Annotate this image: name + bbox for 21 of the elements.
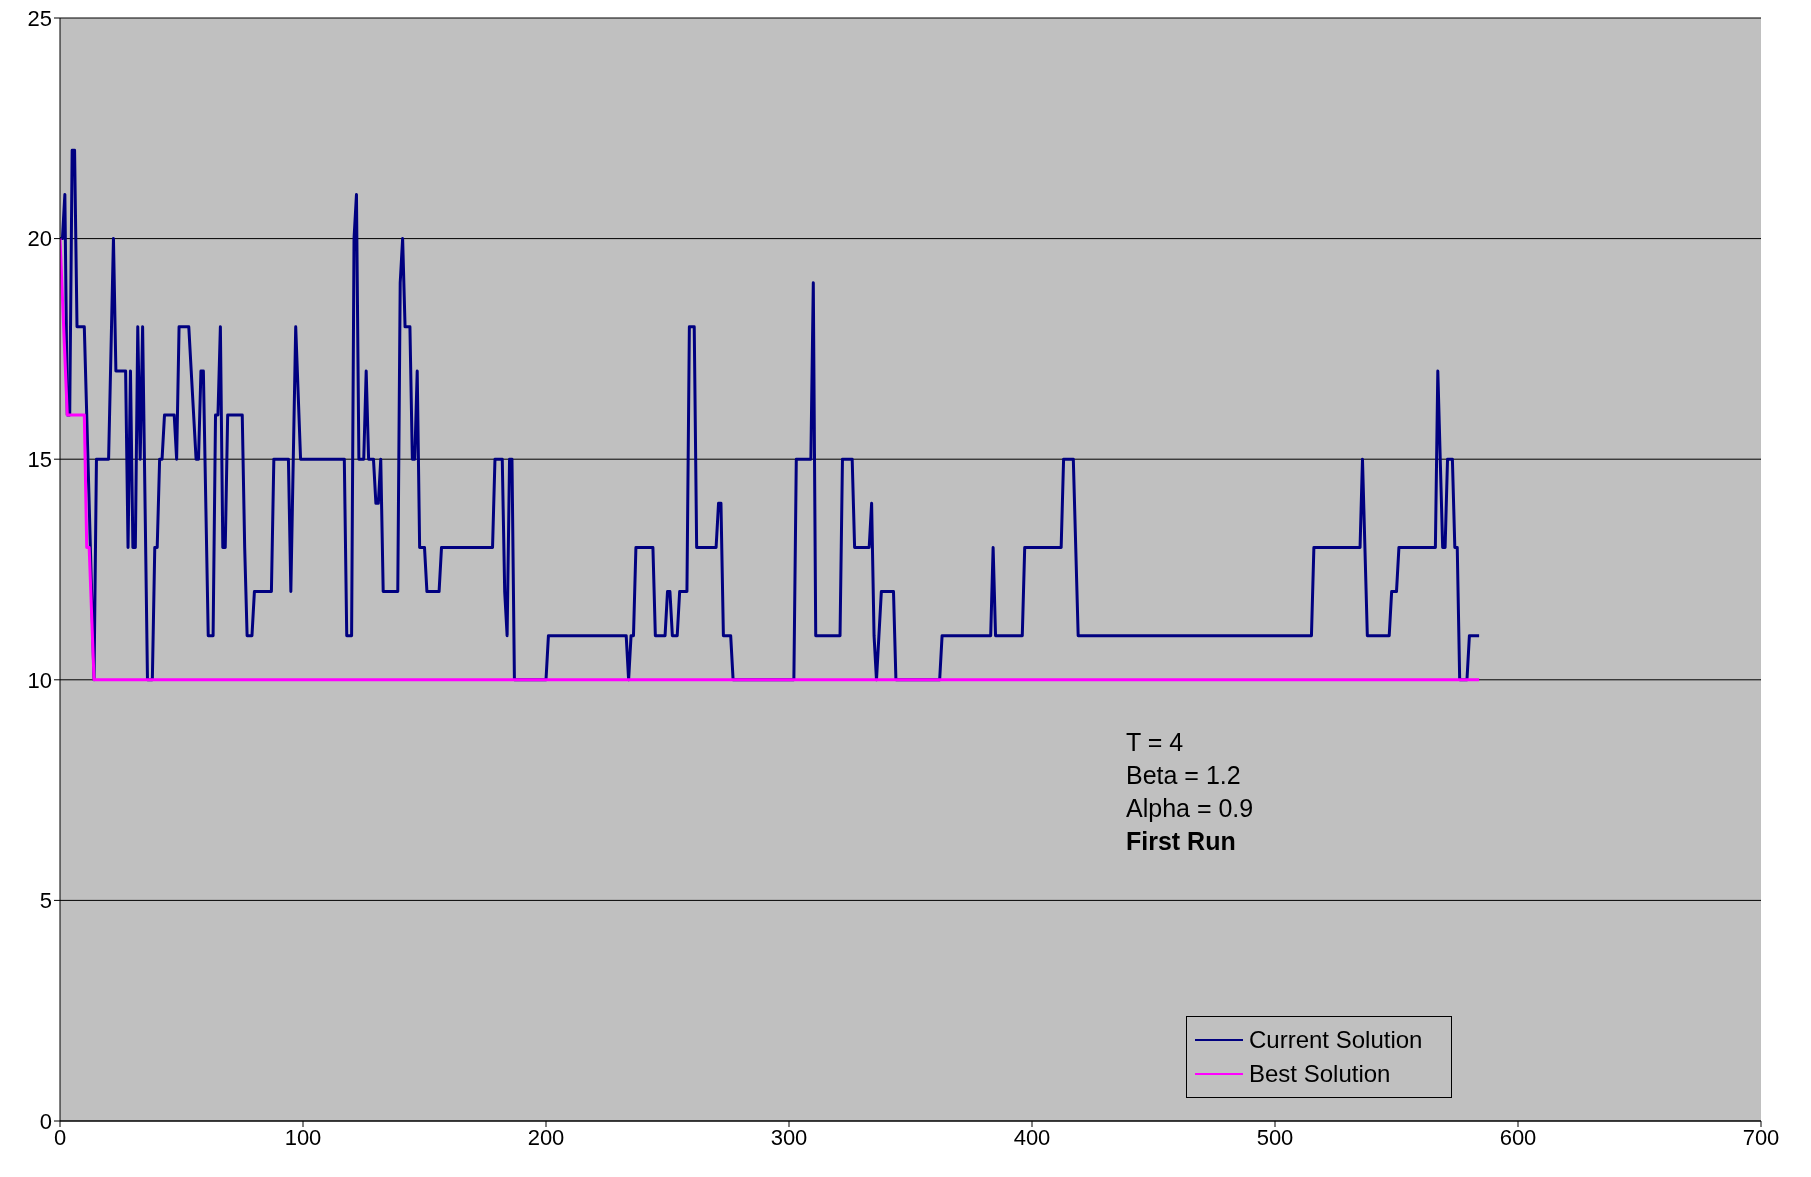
- x-tick-label: 100: [284, 1124, 322, 1150]
- legend-label: Best Solution: [1249, 1060, 1391, 1088]
- x-tick-label: 200: [527, 1124, 565, 1150]
- y-tick-label: 10: [27, 667, 52, 693]
- annotation: Alpha = 0.9: [1126, 793, 1254, 824]
- annotation: T = 4: [1126, 727, 1185, 758]
- x-tick-label: 400: [1013, 1124, 1051, 1150]
- x-tick-label: 500: [1256, 1124, 1294, 1150]
- line-series: [60, 237, 1481, 682]
- line-series: [60, 148, 1481, 682]
- legend-label: Current Solution: [1249, 1026, 1423, 1054]
- x-tick-label: 700: [1742, 1124, 1780, 1150]
- y-tick-label: 0: [39, 1108, 52, 1134]
- y-tick-label: 15: [27, 447, 52, 473]
- y-tick-label: 25: [27, 5, 52, 31]
- x-tick-label: 300: [770, 1124, 808, 1150]
- y-tick-label: 20: [27, 226, 52, 252]
- y-tick-label: 5: [39, 888, 52, 914]
- x-tick-label: 600: [1499, 1124, 1537, 1150]
- annotation: Beta = 1.2: [1126, 760, 1242, 791]
- annotation: First Run: [1126, 826, 1237, 857]
